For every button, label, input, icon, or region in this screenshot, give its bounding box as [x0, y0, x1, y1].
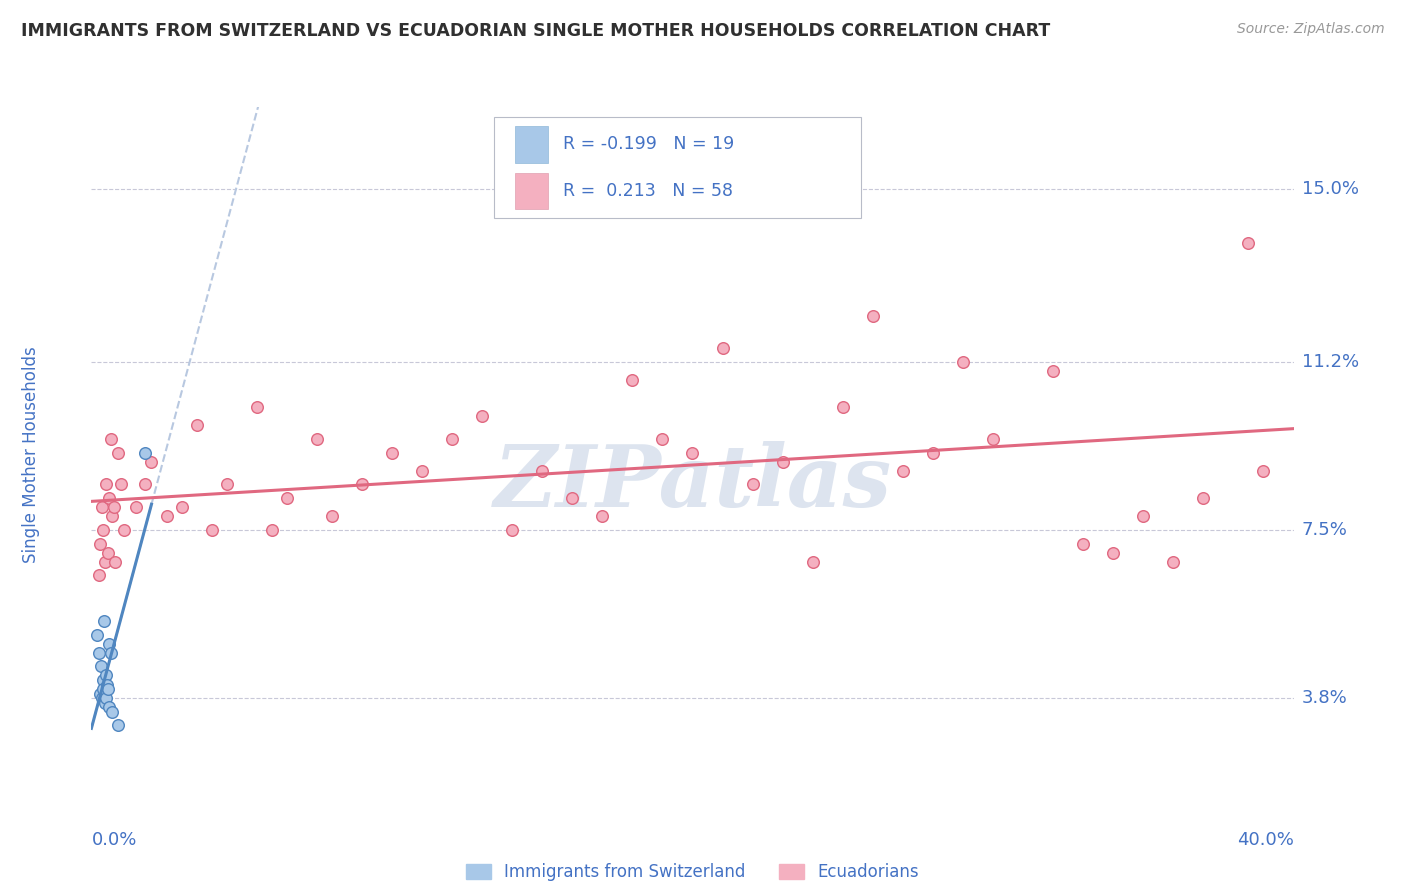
- Point: [651, 432, 673, 446]
- Point: [411, 464, 433, 478]
- Point: [831, 400, 853, 414]
- Point: [134, 445, 156, 459]
- Text: 15.0%: 15.0%: [1302, 180, 1358, 198]
- Point: [981, 432, 1004, 446]
- Point: [1132, 509, 1154, 524]
- Point: [110, 477, 132, 491]
- Point: [96, 477, 118, 491]
- Point: [100, 646, 122, 660]
- Text: 40.0%: 40.0%: [1237, 830, 1294, 848]
- Point: [1102, 546, 1125, 560]
- Point: [501, 523, 523, 537]
- FancyBboxPatch shape: [515, 173, 548, 210]
- FancyBboxPatch shape: [494, 118, 860, 219]
- Point: [155, 509, 177, 524]
- Point: [134, 477, 156, 491]
- Point: [101, 705, 124, 719]
- Text: R = -0.199   N = 19: R = -0.199 N = 19: [562, 136, 734, 153]
- Point: [891, 464, 914, 478]
- Point: [100, 432, 122, 446]
- Point: [260, 523, 283, 537]
- Point: [561, 491, 583, 505]
- Point: [107, 718, 129, 732]
- Text: 7.5%: 7.5%: [1302, 521, 1348, 539]
- Point: [89, 687, 111, 701]
- Point: [96, 677, 118, 691]
- Point: [97, 682, 120, 697]
- Point: [321, 509, 343, 524]
- Point: [1071, 536, 1094, 550]
- Point: [125, 500, 148, 515]
- Point: [91, 673, 114, 687]
- Point: [772, 455, 794, 469]
- Point: [93, 523, 115, 537]
- Point: [531, 464, 554, 478]
- Point: [862, 310, 884, 324]
- Point: [90, 500, 112, 515]
- Point: [94, 668, 117, 682]
- Point: [93, 614, 115, 628]
- Point: [94, 555, 117, 569]
- Text: Source: ZipAtlas.com: Source: ZipAtlas.com: [1237, 22, 1385, 37]
- Text: R =  0.213   N = 58: R = 0.213 N = 58: [562, 182, 733, 201]
- Point: [1253, 464, 1275, 478]
- Point: [170, 500, 193, 515]
- Point: [952, 354, 974, 368]
- Point: [305, 432, 328, 446]
- Text: 11.2%: 11.2%: [1302, 352, 1360, 371]
- Point: [103, 500, 125, 515]
- Point: [93, 682, 115, 697]
- Point: [350, 477, 373, 491]
- Point: [186, 418, 208, 433]
- Point: [711, 341, 734, 355]
- Point: [215, 477, 238, 491]
- Point: [741, 477, 763, 491]
- Point: [621, 373, 644, 387]
- Point: [96, 691, 118, 706]
- Text: Single Mother Households: Single Mother Households: [22, 347, 41, 563]
- Point: [98, 700, 121, 714]
- Point: [201, 523, 224, 537]
- Point: [86, 627, 108, 641]
- Point: [141, 455, 163, 469]
- Point: [681, 445, 703, 459]
- Point: [87, 568, 110, 582]
- Point: [97, 637, 120, 651]
- Point: [1042, 364, 1064, 378]
- Point: [1161, 555, 1184, 569]
- Point: [114, 523, 136, 537]
- Point: [89, 536, 111, 550]
- Point: [276, 491, 298, 505]
- Point: [922, 445, 945, 459]
- Point: [107, 445, 129, 459]
- Point: [246, 400, 269, 414]
- Point: [101, 509, 124, 524]
- Text: 3.8%: 3.8%: [1302, 690, 1347, 707]
- Point: [98, 491, 121, 505]
- Point: [97, 546, 120, 560]
- Point: [381, 445, 404, 459]
- Point: [94, 696, 117, 710]
- Text: IMMIGRANTS FROM SWITZERLAND VS ECUADORIAN SINGLE MOTHER HOUSEHOLDS CORRELATION C: IMMIGRANTS FROM SWITZERLAND VS ECUADORIA…: [21, 22, 1050, 40]
- Text: 0.0%: 0.0%: [91, 830, 136, 848]
- Point: [90, 691, 112, 706]
- Point: [104, 555, 127, 569]
- Point: [87, 646, 110, 660]
- Point: [1192, 491, 1215, 505]
- Point: [801, 555, 824, 569]
- Point: [90, 659, 112, 673]
- Legend: Immigrants from Switzerland, Ecuadorians: Immigrants from Switzerland, Ecuadorians: [460, 856, 925, 888]
- Point: [591, 509, 613, 524]
- Text: ZIPatlas: ZIPatlas: [494, 441, 891, 524]
- Point: [1237, 236, 1260, 251]
- FancyBboxPatch shape: [515, 127, 548, 162]
- Point: [441, 432, 464, 446]
- Point: [471, 409, 494, 424]
